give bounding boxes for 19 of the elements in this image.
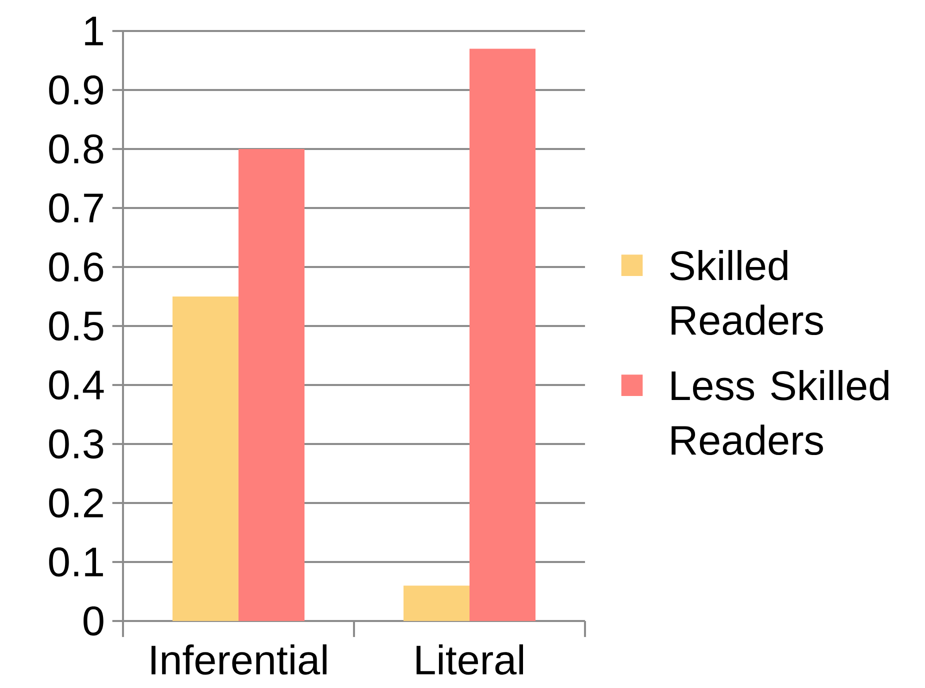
y-tick-label: 0.5 bbox=[49, 311, 104, 341]
bar bbox=[470, 48, 536, 621]
legend-label: Skilled Readers bbox=[670, 250, 823, 336]
y-tick-label: 0.9 bbox=[49, 75, 104, 105]
y-tick-label: 0.6 bbox=[49, 252, 104, 282]
y-tick-label: 0 bbox=[84, 606, 104, 636]
y-tick-label: 0.7 bbox=[49, 193, 103, 223]
y-tick-label: 0.2 bbox=[49, 488, 103, 518]
bar bbox=[172, 296, 239, 621]
legend-label: Less Skilled Readers bbox=[672, 370, 888, 456]
y-tick-label: 0.8 bbox=[49, 134, 104, 164]
y-tick-label: 0.3 bbox=[49, 429, 104, 459]
x-tick-label: Literal bbox=[416, 644, 524, 675]
x-tick-label: Inferential bbox=[152, 644, 326, 675]
y-tick-label: 0.4 bbox=[49, 370, 104, 400]
y-tick-label: 0.1 bbox=[49, 547, 103, 577]
y-tick-label: 1 bbox=[85, 16, 103, 46]
bar bbox=[238, 148, 305, 621]
bar bbox=[404, 586, 470, 621]
